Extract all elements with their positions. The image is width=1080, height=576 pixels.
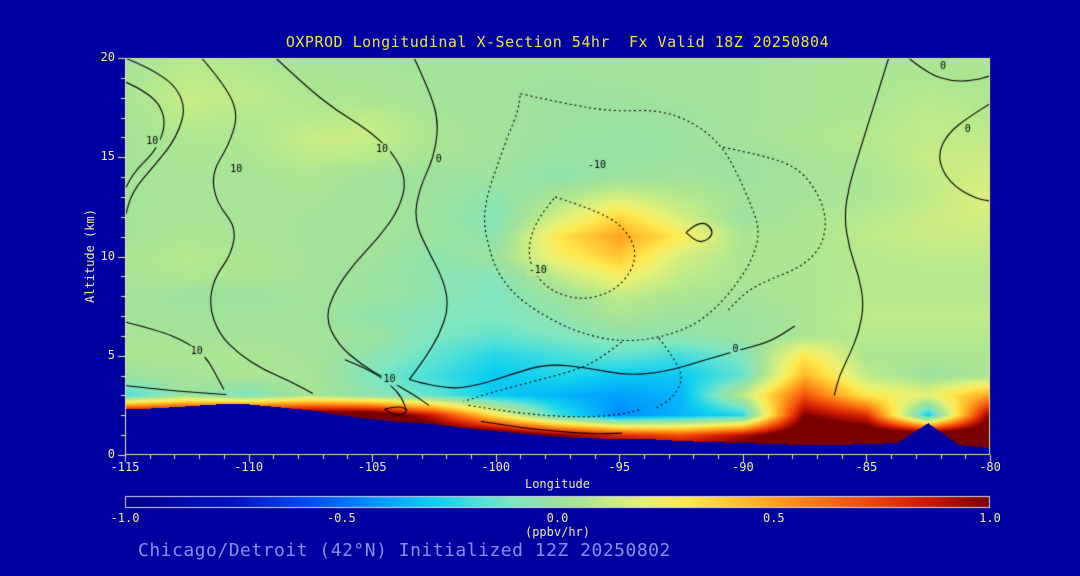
colorbar-tick-label: 0.0	[546, 511, 569, 525]
x-axis-title: Longitude	[524, 477, 591, 491]
y-tick-label: 0	[107, 447, 115, 461]
x-tick-label: -90	[732, 460, 754, 474]
x-tick-label: -115	[110, 460, 140, 474]
plot-title: OXPROD Longitudinal X-Section 54hr Fx Va…	[285, 33, 830, 51]
colorbar-tick-label: -0.5	[326, 511, 356, 525]
initialization-caption: Chicago/Detroit (42°N) Initialized 12Z 2…	[138, 540, 671, 561]
y-tick-label: 10	[100, 249, 115, 263]
y-tick-label: 15	[100, 149, 115, 163]
colorbar-tick-label: 1.0	[979, 511, 1001, 525]
x-tick-label: -95	[608, 460, 631, 474]
y-tick-label: 20	[100, 50, 115, 64]
colorbar-tick-label: -1.0	[110, 511, 140, 525]
x-tick-label: -100	[481, 460, 511, 474]
colorbar-tick-label: 0.5	[762, 511, 785, 525]
colorbar-units-label: (ppbv/hr)	[524, 525, 591, 539]
x-tick-label: -110	[234, 460, 264, 474]
y-tick-label: 5	[107, 348, 115, 362]
x-tick-label: -105	[357, 460, 387, 474]
x-tick-label: -85	[855, 460, 878, 474]
x-tick-label: -80	[979, 460, 1001, 474]
